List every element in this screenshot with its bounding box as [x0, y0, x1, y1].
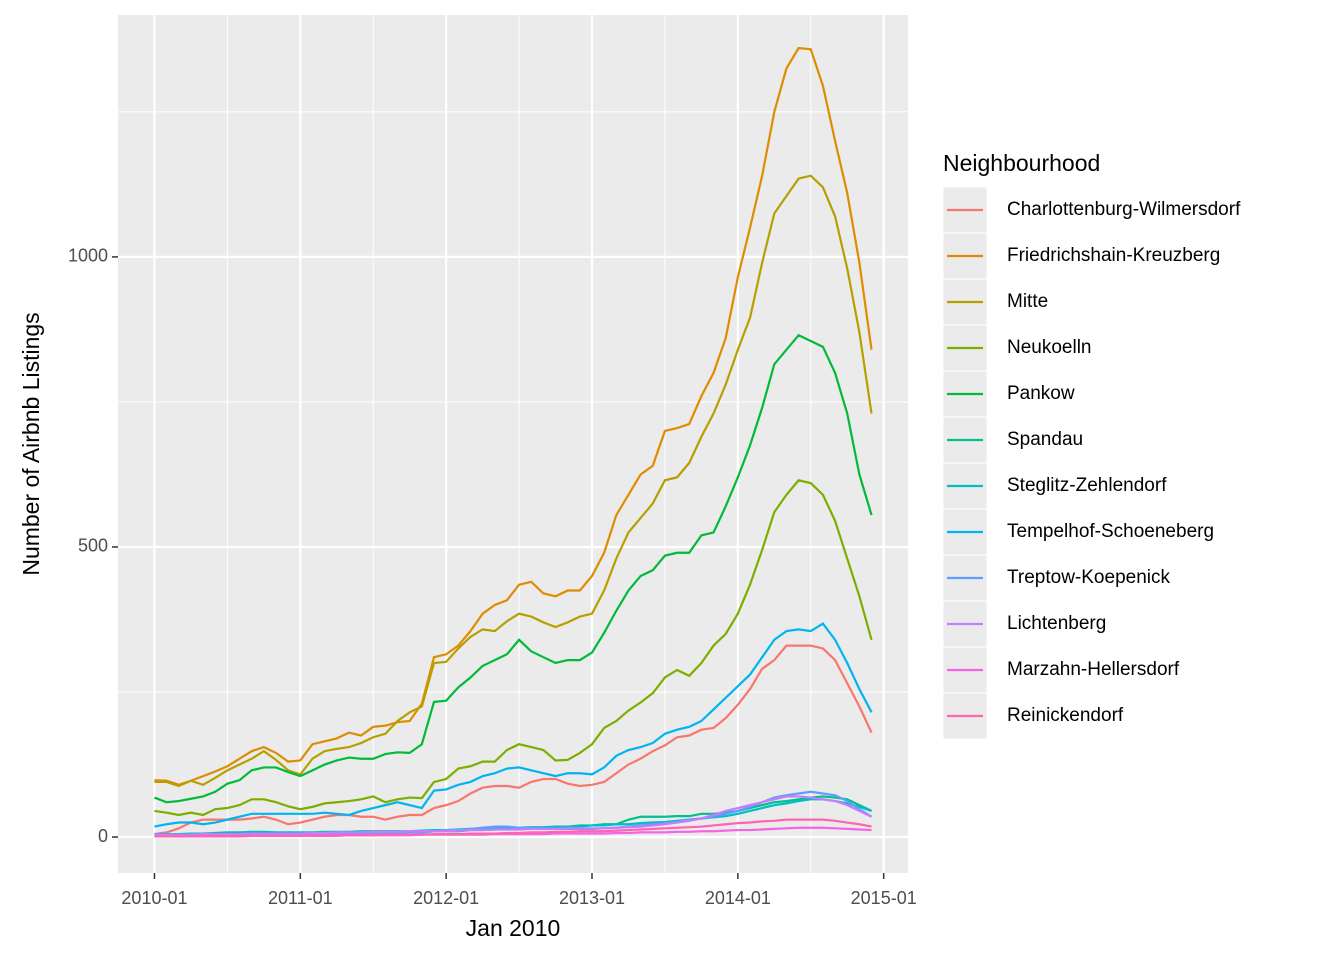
series-line [154, 644, 873, 836]
series-line [154, 622, 873, 828]
legend-label: Treptow-Koepenick [1007, 567, 1170, 588]
series-line [154, 174, 873, 788]
x-tick-label: 2014-01 [705, 888, 771, 908]
y-tick-label: 500 [78, 536, 108, 556]
y-tick-label: 1000 [68, 246, 108, 266]
legend-label: Pankow [1007, 383, 1075, 404]
legend-label: Tempelhof-Schoeneberg [1007, 521, 1214, 542]
plot-panel [118, 15, 908, 873]
series-line [154, 333, 873, 804]
x-axis-title: Jan 2010 [466, 915, 561, 941]
series-line [154, 818, 872, 838]
x-tick-label: 2012-01 [413, 888, 479, 908]
series-line [154, 795, 873, 836]
legend-label: Spandau [1007, 429, 1083, 450]
grid [118, 15, 908, 873]
series-line [154, 46, 873, 786]
legend-label: Steglitz-Zehlendorf [1007, 475, 1167, 496]
legend-label: Neukoelln [1007, 337, 1092, 358]
x-tick-label: 2013-01 [559, 888, 625, 908]
x-tick-label: 2015-01 [851, 888, 917, 908]
legend-label: Marzahn-Hellersdorf [1007, 659, 1180, 680]
legend-label: Mitte [1007, 291, 1048, 312]
legend-label: Charlottenburg-Wilmersdorf [1007, 199, 1241, 220]
legend-label: Lichtenberg [1007, 613, 1106, 634]
series-line [154, 479, 873, 817]
y-axis-title: Number of Airbnb Listings [18, 312, 44, 575]
lines [154, 46, 873, 838]
legend: Neighbourhood Charlottenburg-Wilmersdorf… [942, 150, 1241, 740]
legend-label: Friedrichshain-Kreuzberg [1007, 245, 1220, 266]
x-tick-label: 2011-01 [268, 888, 333, 908]
y-tick-label: 0 [98, 826, 108, 846]
axes: 0 500 1000 2010-01 2011-01 2012-01 2013-01 2014… [68, 246, 917, 908]
legend-title: Neighbourhood [943, 150, 1100, 176]
legend-label: Reinickendorf [1007, 705, 1124, 726]
x-tick-label: 2010-01 [121, 888, 187, 908]
